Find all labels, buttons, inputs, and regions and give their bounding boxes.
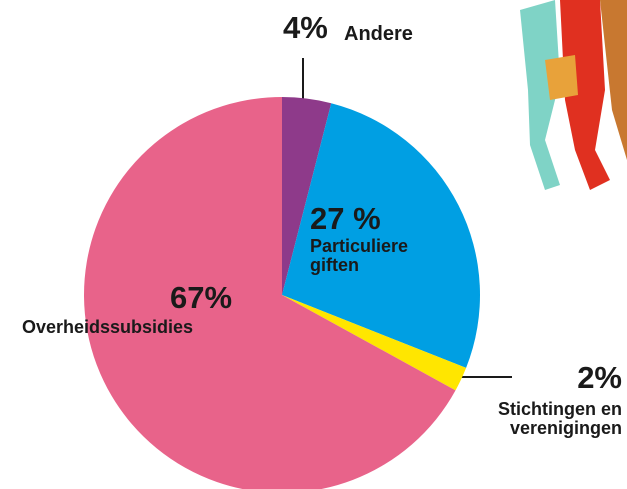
category-label: Particuliere giften [310, 237, 460, 275]
value-label: 2% [577, 362, 622, 395]
value-label: 67% [170, 282, 232, 315]
category-label: Stichtingen en verenigingen [432, 400, 622, 438]
pie [84, 97, 480, 489]
category-label: Overheidssubsidies [22, 318, 193, 337]
category-label: Andere [344, 24, 413, 45]
value-label: 27 % [310, 203, 381, 236]
illustration [490, 0, 627, 200]
backpack [545, 55, 578, 100]
value-label: 4% [283, 12, 328, 45]
page: {"chart_data": {"type": "pie", "categori… [0, 0, 627, 489]
